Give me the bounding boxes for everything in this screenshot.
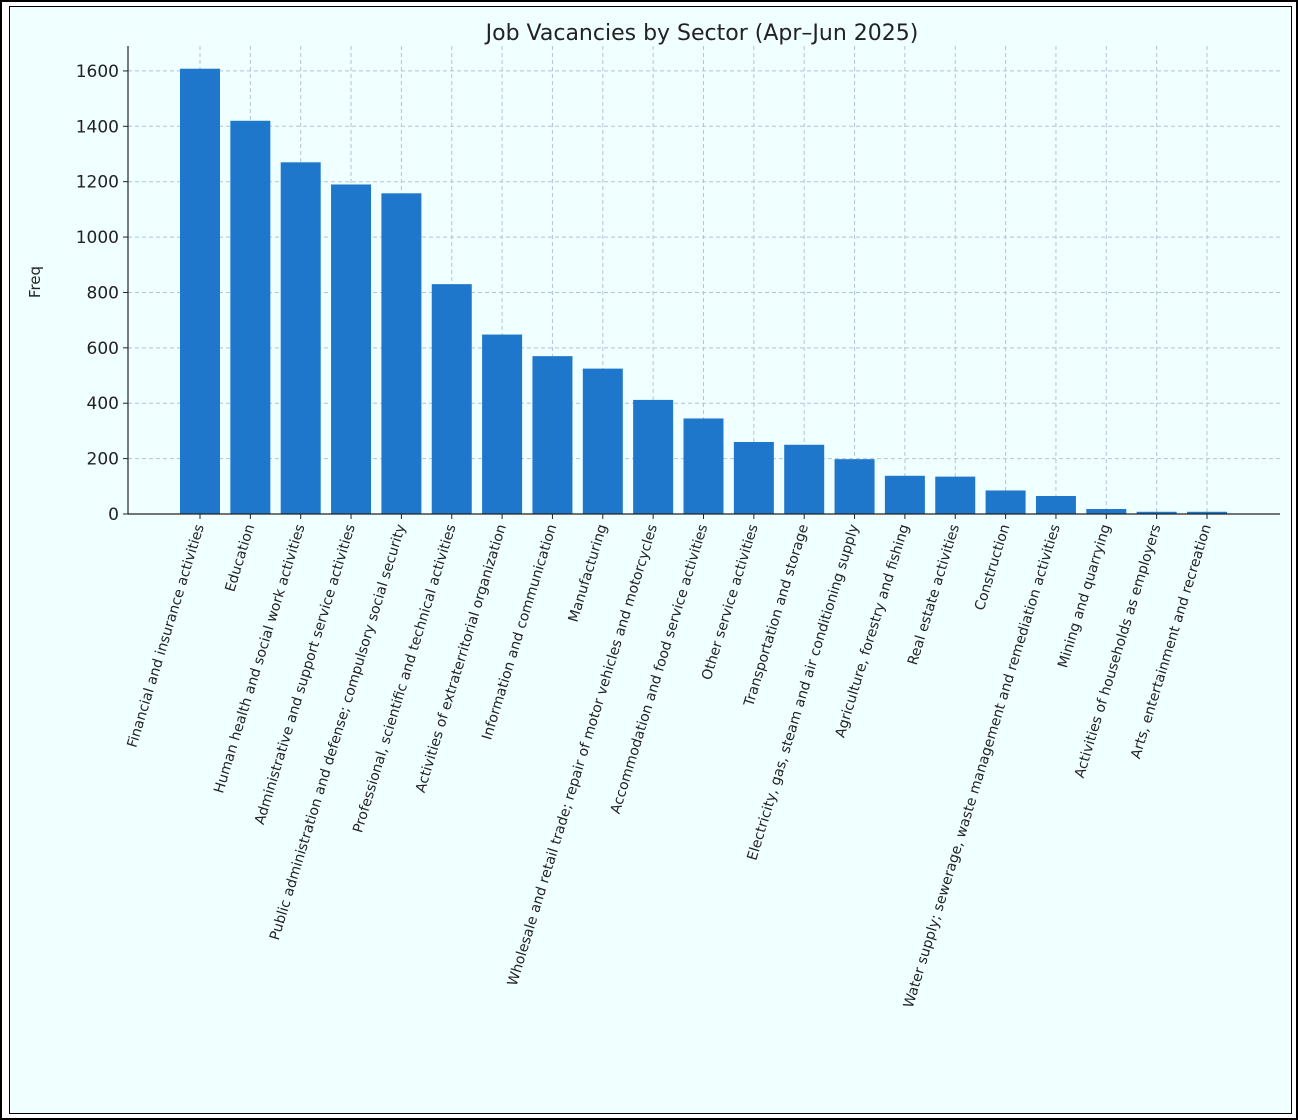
y-tick-label: 200 xyxy=(87,450,119,470)
y-tick-label: 1400 xyxy=(76,117,119,137)
bars xyxy=(180,68,1227,515)
y-tick-label: 1600 xyxy=(76,62,119,82)
y-tick-label: 800 xyxy=(87,283,119,303)
y-tick-label: 600 xyxy=(87,339,119,359)
bar xyxy=(431,284,472,514)
x-tick-label: Financial and insurance activities xyxy=(125,522,208,749)
bar xyxy=(180,68,220,514)
bar xyxy=(230,120,271,515)
x-tick-label: Construction xyxy=(972,522,1013,612)
chart-panel xyxy=(9,6,1292,1114)
bar xyxy=(1035,496,1076,514)
x-tick-label: Education xyxy=(222,522,258,593)
x-tick-label: Mining and quarrying xyxy=(1055,522,1114,669)
bar xyxy=(935,476,976,514)
y-tick-label: 1200 xyxy=(76,173,119,193)
y-tick-label: 400 xyxy=(87,394,119,414)
bar xyxy=(683,418,724,514)
y-tick-labels: 0 200 400 600 800 1000 1200 1400 1600 xyxy=(76,62,128,525)
bar xyxy=(884,475,925,514)
x-tick-label: Human health and social work activities xyxy=(211,522,308,795)
bar xyxy=(532,356,573,514)
x-tick-label: Professional, scientific and technical a… xyxy=(350,522,459,834)
bar xyxy=(582,368,623,514)
bar xyxy=(834,459,875,514)
y-tick-label: 0 xyxy=(108,505,119,525)
x-tick-label: Activities of extraterritorial organizat… xyxy=(413,522,510,794)
bar xyxy=(1086,509,1127,514)
bar xyxy=(733,442,774,514)
x-tick-label: Activities of households as employers xyxy=(1072,522,1165,779)
x-tick-label: Manufacturing xyxy=(566,522,611,624)
x-tick-label: Accommodation and food service activitie… xyxy=(608,522,712,815)
bar xyxy=(331,184,372,514)
x-tick-labels: Financial and insurance activities Educat… xyxy=(125,514,1215,1010)
x-tick-label: Other service activities xyxy=(699,522,762,682)
bar xyxy=(1187,511,1227,514)
bar xyxy=(482,334,523,514)
chart-title: Job Vacancies by Sector (Apr–Jun 2025) xyxy=(484,21,919,46)
bar xyxy=(784,444,825,514)
x-tick-label: Real estate activities xyxy=(905,522,963,667)
bar xyxy=(985,490,1026,514)
y-axis-label: Freq xyxy=(26,266,44,298)
bar xyxy=(1136,511,1177,514)
bar xyxy=(381,193,422,515)
x-tick-label: Administrative and support service activ… xyxy=(252,522,359,826)
bar xyxy=(280,162,321,515)
bar xyxy=(633,399,674,514)
y-tick-label: 1000 xyxy=(76,228,119,248)
